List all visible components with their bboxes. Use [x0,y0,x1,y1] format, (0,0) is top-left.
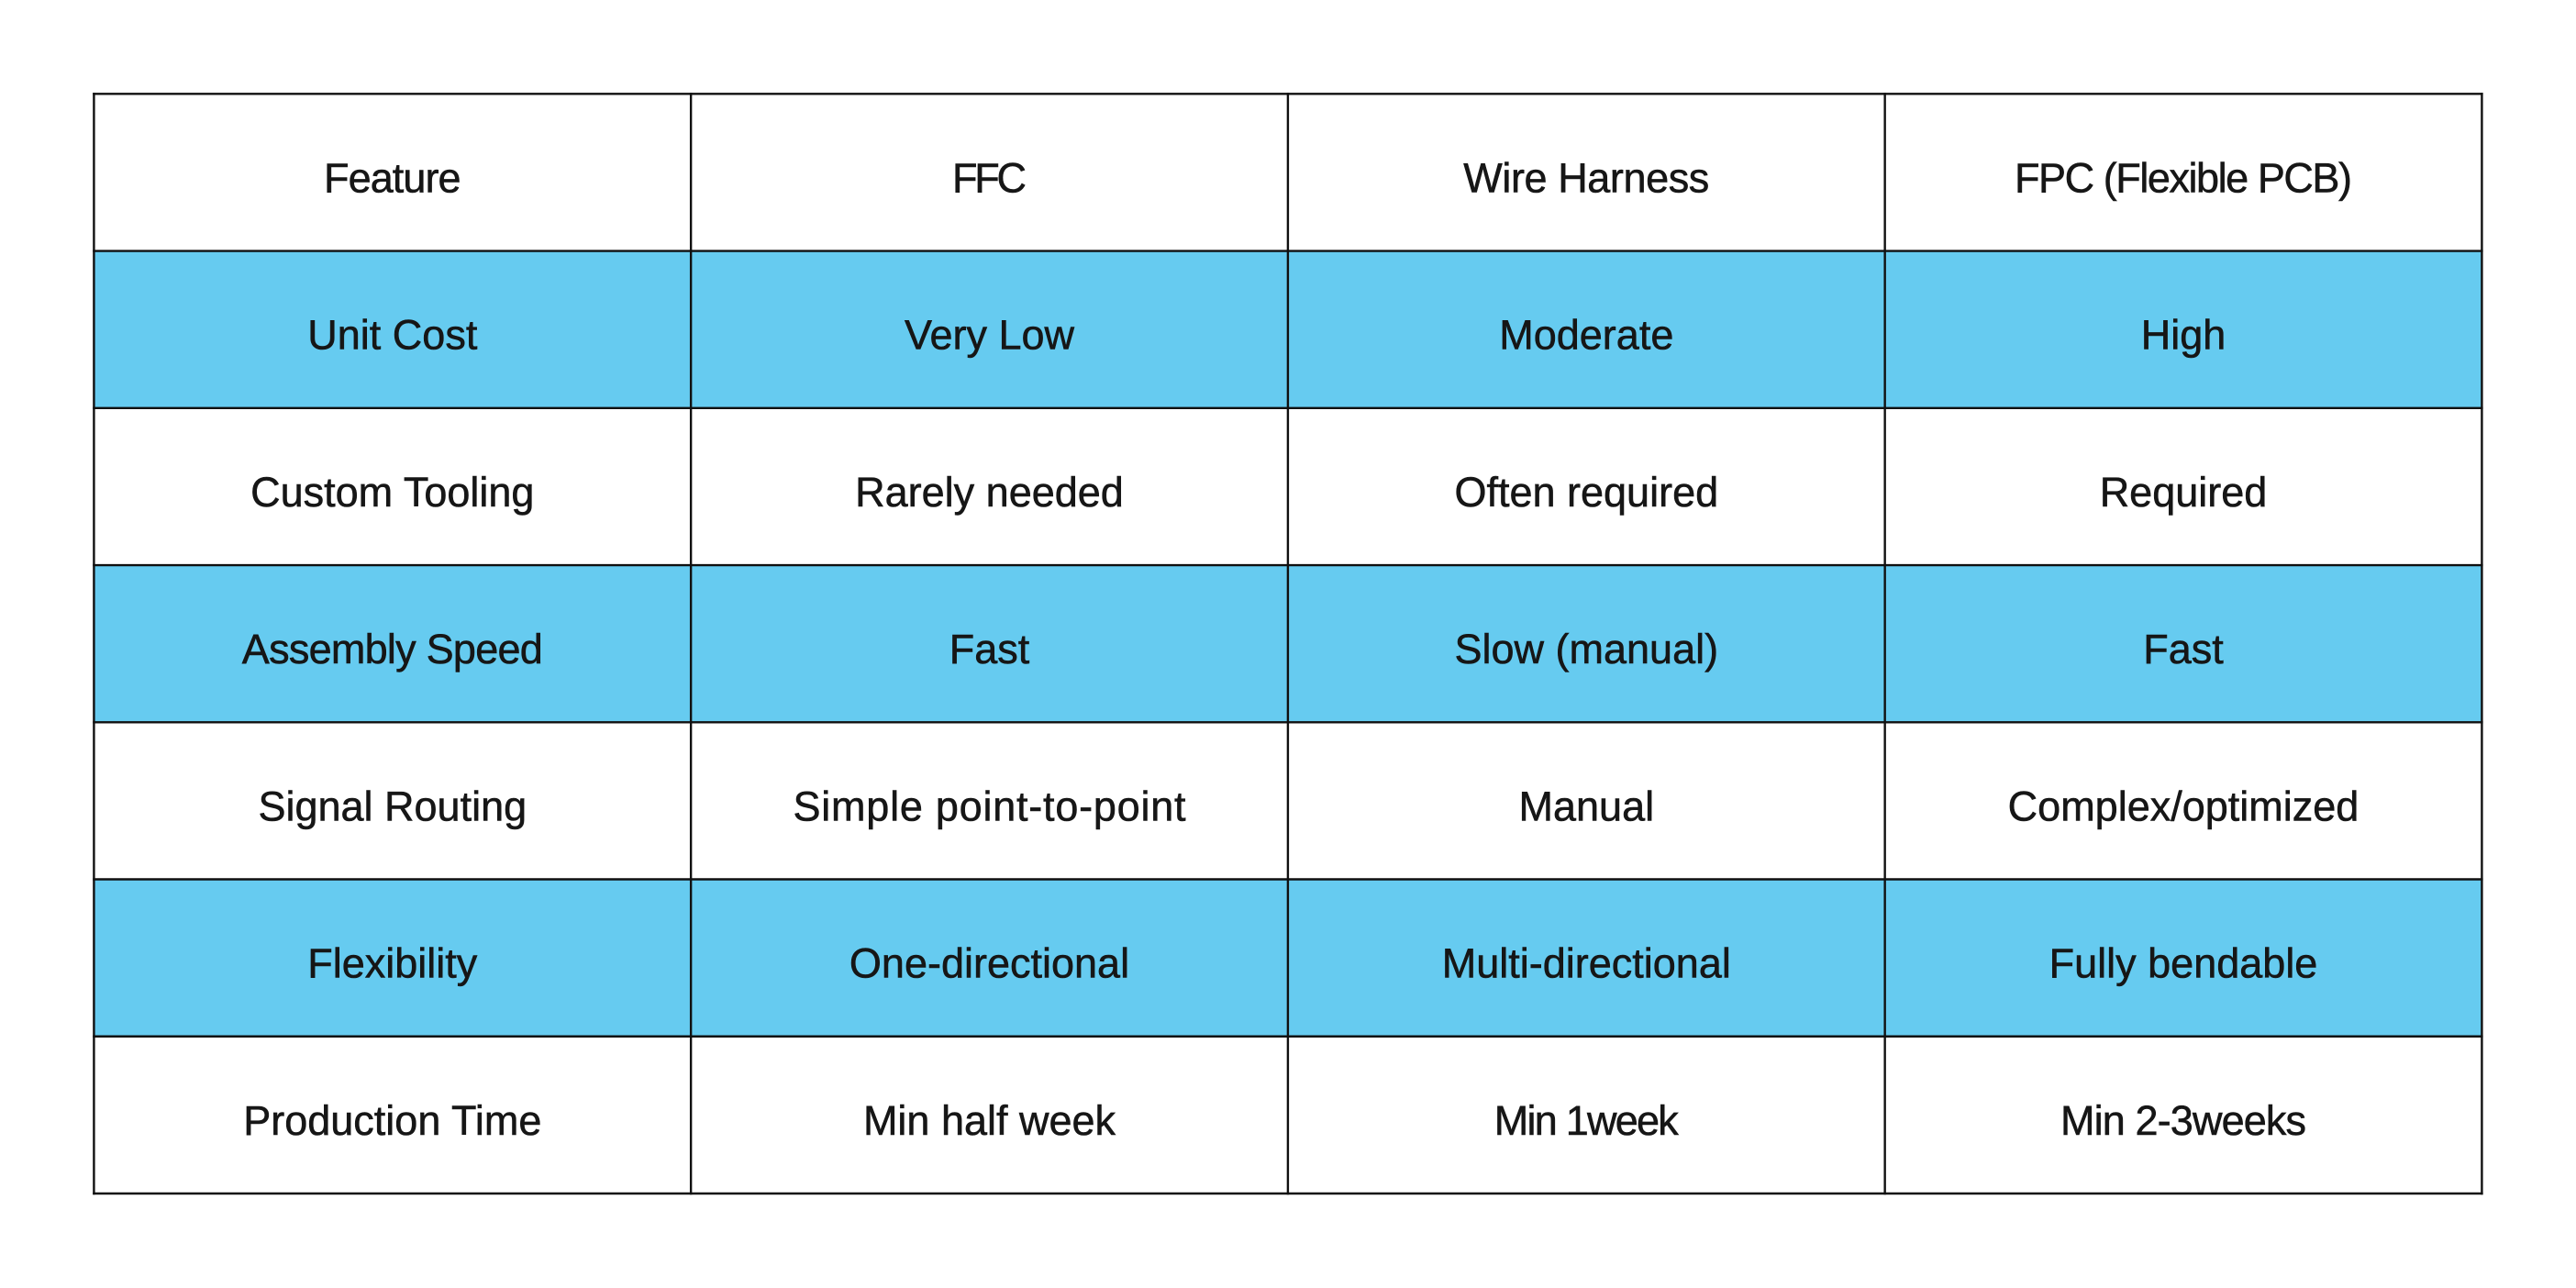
svg-text:Complex/optimized: Complex/optimized [2008,783,2359,829]
svg-text:Very Low: Very Low [905,312,1075,359]
svg-text:Min half week: Min half week [863,1097,1116,1144]
svg-text:Fast: Fast [2143,626,2224,672]
svg-text:Often required: Often required [1454,469,1718,516]
svg-text:High: High [2141,312,2226,359]
svg-text:FPC (Flexible PCB): FPC (Flexible PCB) [2015,154,2352,201]
svg-text:Assembly Speed: Assembly Speed [242,626,543,672]
svg-text:Required: Required [2100,469,2268,516]
svg-text:FFC: FFC [952,154,1027,201]
svg-text:Multi-directional: Multi-directional [1442,940,1731,987]
svg-text:Production Time: Production Time [243,1097,541,1144]
svg-text:Fast: Fast [949,626,1030,672]
svg-text:Flexibility: Flexibility [307,940,478,987]
svg-text:One-directional: One-directional [849,940,1129,987]
svg-text:Slow (manual): Slow (manual) [1454,626,1718,672]
svg-text:Simple point-to-point: Simple point-to-point [794,783,1186,829]
svg-text:Min 2-3weeks: Min 2-3weeks [2060,1097,2306,1144]
svg-text:Custom Tooling: Custom Tooling [250,469,534,516]
svg-text:Moderate: Moderate [1499,312,1673,359]
svg-text:Wire Harness: Wire Harness [1463,154,1709,201]
svg-text:Rarely needed: Rarely needed [855,469,1124,516]
svg-text:Unit Cost: Unit Cost [307,312,478,359]
svg-text:Fully bendable: Fully bendable [2049,940,2318,987]
svg-text:Signal Routing: Signal Routing [258,783,527,829]
svg-text:Feature: Feature [324,154,461,201]
svg-text:Manual: Manual [1519,783,1655,829]
svg-text:Min 1week: Min 1week [1494,1097,1680,1144]
